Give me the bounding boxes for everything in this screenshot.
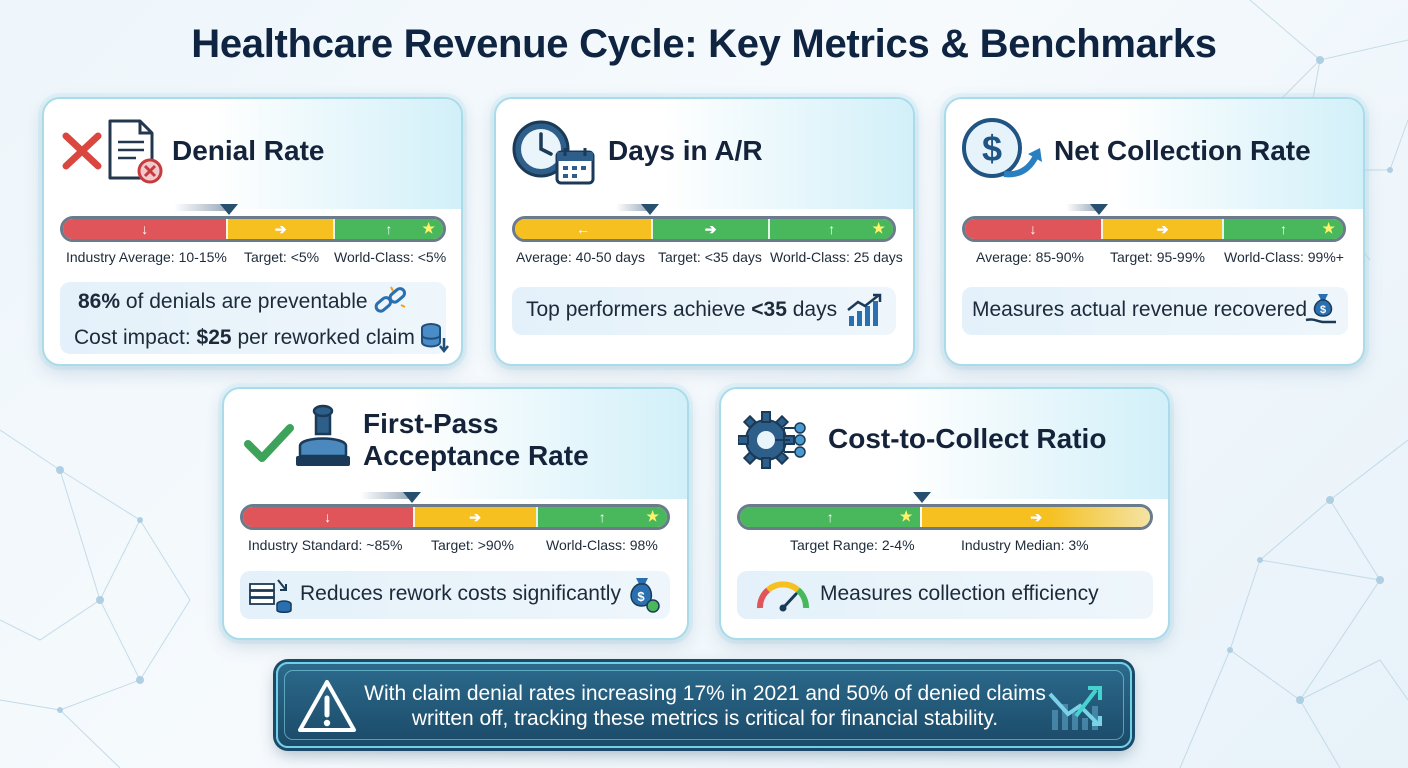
ar-marker-trail	[616, 204, 650, 211]
star-icon: ★	[872, 220, 885, 236]
star-icon: ★	[1322, 220, 1335, 236]
fpar-industry-segment: ↓	[243, 507, 413, 527]
ar-benchmark-target: Target: <35 days	[658, 249, 762, 265]
denial-world-class-segment: ↑ ★	[332, 219, 443, 239]
checkmark-icon	[244, 424, 294, 462]
fpar-info-box	[240, 571, 670, 619]
ctc-benchmark-industry-median: Industry Median: 3%	[961, 537, 1089, 553]
fpar-benchmark-bar: ↓ ➔ ↑ ★	[240, 504, 670, 530]
ctc-info-box	[737, 571, 1153, 619]
ncr-benchmark-bar: ↓ ➔ ↑ ★	[962, 216, 1346, 242]
ctc-industry-median-segment: ➔	[920, 507, 1150, 527]
first-pass-title-line2: Acceptance Rate	[363, 440, 589, 471]
ncr-target-segment: ➔	[1101, 219, 1223, 239]
fpar-benchmark-industry: Industry Standard: ~85%	[248, 537, 403, 553]
star-icon: ★	[422, 220, 435, 236]
denial-benchmark-world-class: World-Class: <5%	[334, 249, 447, 265]
denial-info-line1: 86% of denials are preventable	[78, 290, 368, 313]
page-title: Healthcare Revenue Cycle: Key Metrics & …	[191, 22, 1217, 66]
fpar-benchmark-world-class: World-Class: 98%	[546, 537, 658, 553]
coin-stack-down-icon	[421, 323, 449, 354]
clock-icon	[512, 120, 570, 178]
ar-average-segment: ←	[515, 219, 652, 239]
fpar-position-marker	[403, 492, 421, 503]
svg-text:$: $	[982, 128, 1002, 169]
denial-benchmark-industry: Industry Average: 10-15%	[66, 249, 227, 265]
ncr-marker-trail	[1066, 204, 1098, 211]
paper-stack-icon	[249, 579, 292, 613]
denial-rate-title: Denial Rate	[172, 135, 325, 166]
net-collection-rate-title: Net Collection Rate	[1054, 135, 1311, 166]
ncr-benchmark-average: Average: 85-90%	[976, 249, 1084, 265]
ncr-info-text: Measures actual revenue recovered	[972, 298, 1308, 321]
ncr-position-marker	[1090, 204, 1108, 215]
document-denied-icon	[108, 119, 163, 184]
star-icon: ★	[899, 508, 913, 524]
gear-network-icon	[738, 411, 806, 469]
alert-message: With claim denial rates increasing 17% i…	[364, 682, 1046, 730]
fpar-info-text: Reduces rework costs significantly	[300, 582, 621, 605]
fpar-target-segment: ➔	[412, 507, 536, 527]
cost-to-collect-title: Cost-to-Collect Ratio	[828, 423, 1107, 454]
ar-position-marker	[641, 204, 659, 215]
denial-position-marker	[220, 204, 238, 215]
denial-cost-stat: $25	[196, 326, 232, 349]
ar-info-text: Top performers achieve <35 days	[526, 298, 838, 321]
ncr-info-box	[962, 287, 1348, 335]
denial-info-line2: Cost impact: $25 per reworked claim	[74, 326, 415, 349]
denial-preventable-stat: 86%	[78, 290, 121, 313]
trend-chart-icon	[1048, 686, 1102, 730]
ncr-average-segment: ↓	[965, 219, 1102, 239]
denial-marker-trail	[174, 204, 228, 211]
ctc-info-text: Measures collection efficiency	[820, 582, 1099, 605]
growth-chart-icon	[847, 293, 882, 326]
broken-chain-icon	[374, 286, 407, 313]
ar-world-class-segment: ↑ ★	[768, 219, 893, 239]
days-in-ar-title: Days in A/R	[608, 135, 763, 166]
ncr-world-class-segment: ↑ ★	[1222, 219, 1343, 239]
money-bag-hand-icon: $	[1305, 294, 1336, 324]
denial-benchmark-target: Target: <5%	[244, 249, 320, 265]
denial-info-box	[60, 282, 446, 354]
ctc-target-range-segment: ↑ ★	[740, 507, 921, 527]
denial-industry-segment: ↓	[63, 219, 227, 239]
ar-info-box	[512, 287, 896, 335]
money-bag-coin-icon: $	[630, 578, 660, 613]
alert-banner	[276, 662, 1132, 748]
ncr-benchmark-target: Target: 95-99%	[1110, 249, 1205, 265]
ar-target-segment: ➔	[651, 219, 769, 239]
ncr-benchmark-world-class: World-Class: 99%+	[1224, 249, 1344, 265]
ctc-benchmark-target-range: Target Range: 2-4%	[790, 537, 915, 553]
gauge-icon	[757, 581, 809, 612]
ar-benchmark-average: Average: 40-50 days	[516, 249, 645, 265]
ar-benchmark-bar: ← ➔ ↑ ★	[512, 216, 896, 242]
ctc-benchmark-bar: ↑ ★ ➔	[737, 504, 1153, 530]
fpar-marker-trail	[360, 492, 410, 499]
denial-benchmark-bar: ↓ ➔ ↑ ★	[60, 216, 446, 242]
calendar-icon	[555, 148, 595, 185]
fpar-world-class-segment: ↑ ★	[535, 507, 667, 527]
ar-benchmark-world-class: World-Class: 25 days	[770, 249, 903, 265]
dollar-circle-icon: $	[962, 118, 1042, 178]
svg-text:$: $	[1320, 304, 1326, 316]
ctc-position-marker	[913, 492, 931, 503]
svg-text:$: $	[637, 589, 645, 604]
x-mark-icon	[62, 132, 102, 170]
denial-target-segment: ➔	[226, 219, 333, 239]
first-pass-title-line1: First-Pass	[363, 408, 499, 439]
approval-stamp-icon	[296, 404, 350, 466]
warning-icon	[298, 680, 356, 732]
fpar-benchmark-target: Target: >90%	[431, 537, 514, 553]
star-icon: ★	[646, 508, 659, 524]
